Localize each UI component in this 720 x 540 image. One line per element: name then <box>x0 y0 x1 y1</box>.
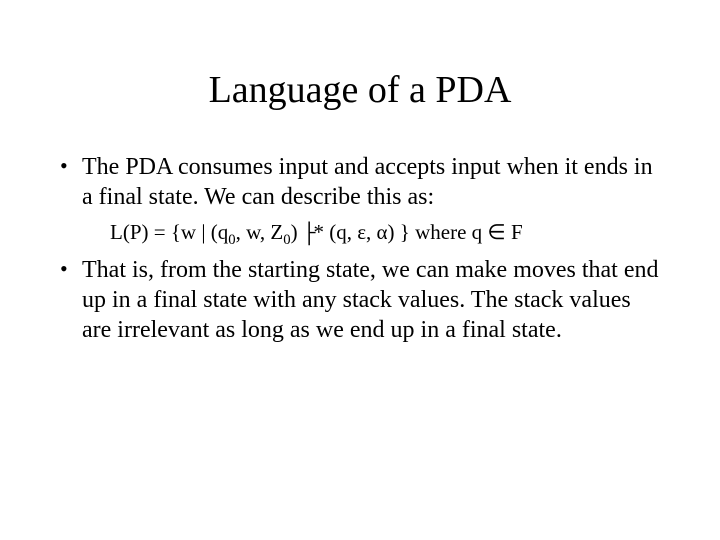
formula-mid1: , w, Z <box>236 220 284 244</box>
formula-mid2: ) <box>291 220 303 244</box>
slide-body: The PDA consumes input and accepts input… <box>60 152 660 345</box>
formula-lhs: L(P) = {w | (q <box>110 220 228 244</box>
bullet-text-1: The PDA consumes input and accepts input… <box>82 154 653 210</box>
bullet-text-2: That is, from the starting state, we can… <box>82 257 659 343</box>
formula-sub0a: 0 <box>228 232 235 248</box>
formula-sub0b: 0 <box>283 232 290 248</box>
bullet-item-2: That is, from the starting state, we can… <box>60 255 660 345</box>
slide: Language of a PDA The PDA consumes input… <box>0 0 720 540</box>
slide-title: Language of a PDA <box>60 68 660 112</box>
formula-star: * <box>313 220 324 244</box>
bullet-item-1: The PDA consumes input and accepts input… <box>60 152 660 212</box>
formula-rhs: (q, ε, α) } where q ∈ F <box>324 220 523 244</box>
formula-line: L(P) = {w | (q0, w, Z0) ├* (q, ε, α) } w… <box>110 218 660 249</box>
turnstile-symbol: ├ <box>303 221 314 249</box>
